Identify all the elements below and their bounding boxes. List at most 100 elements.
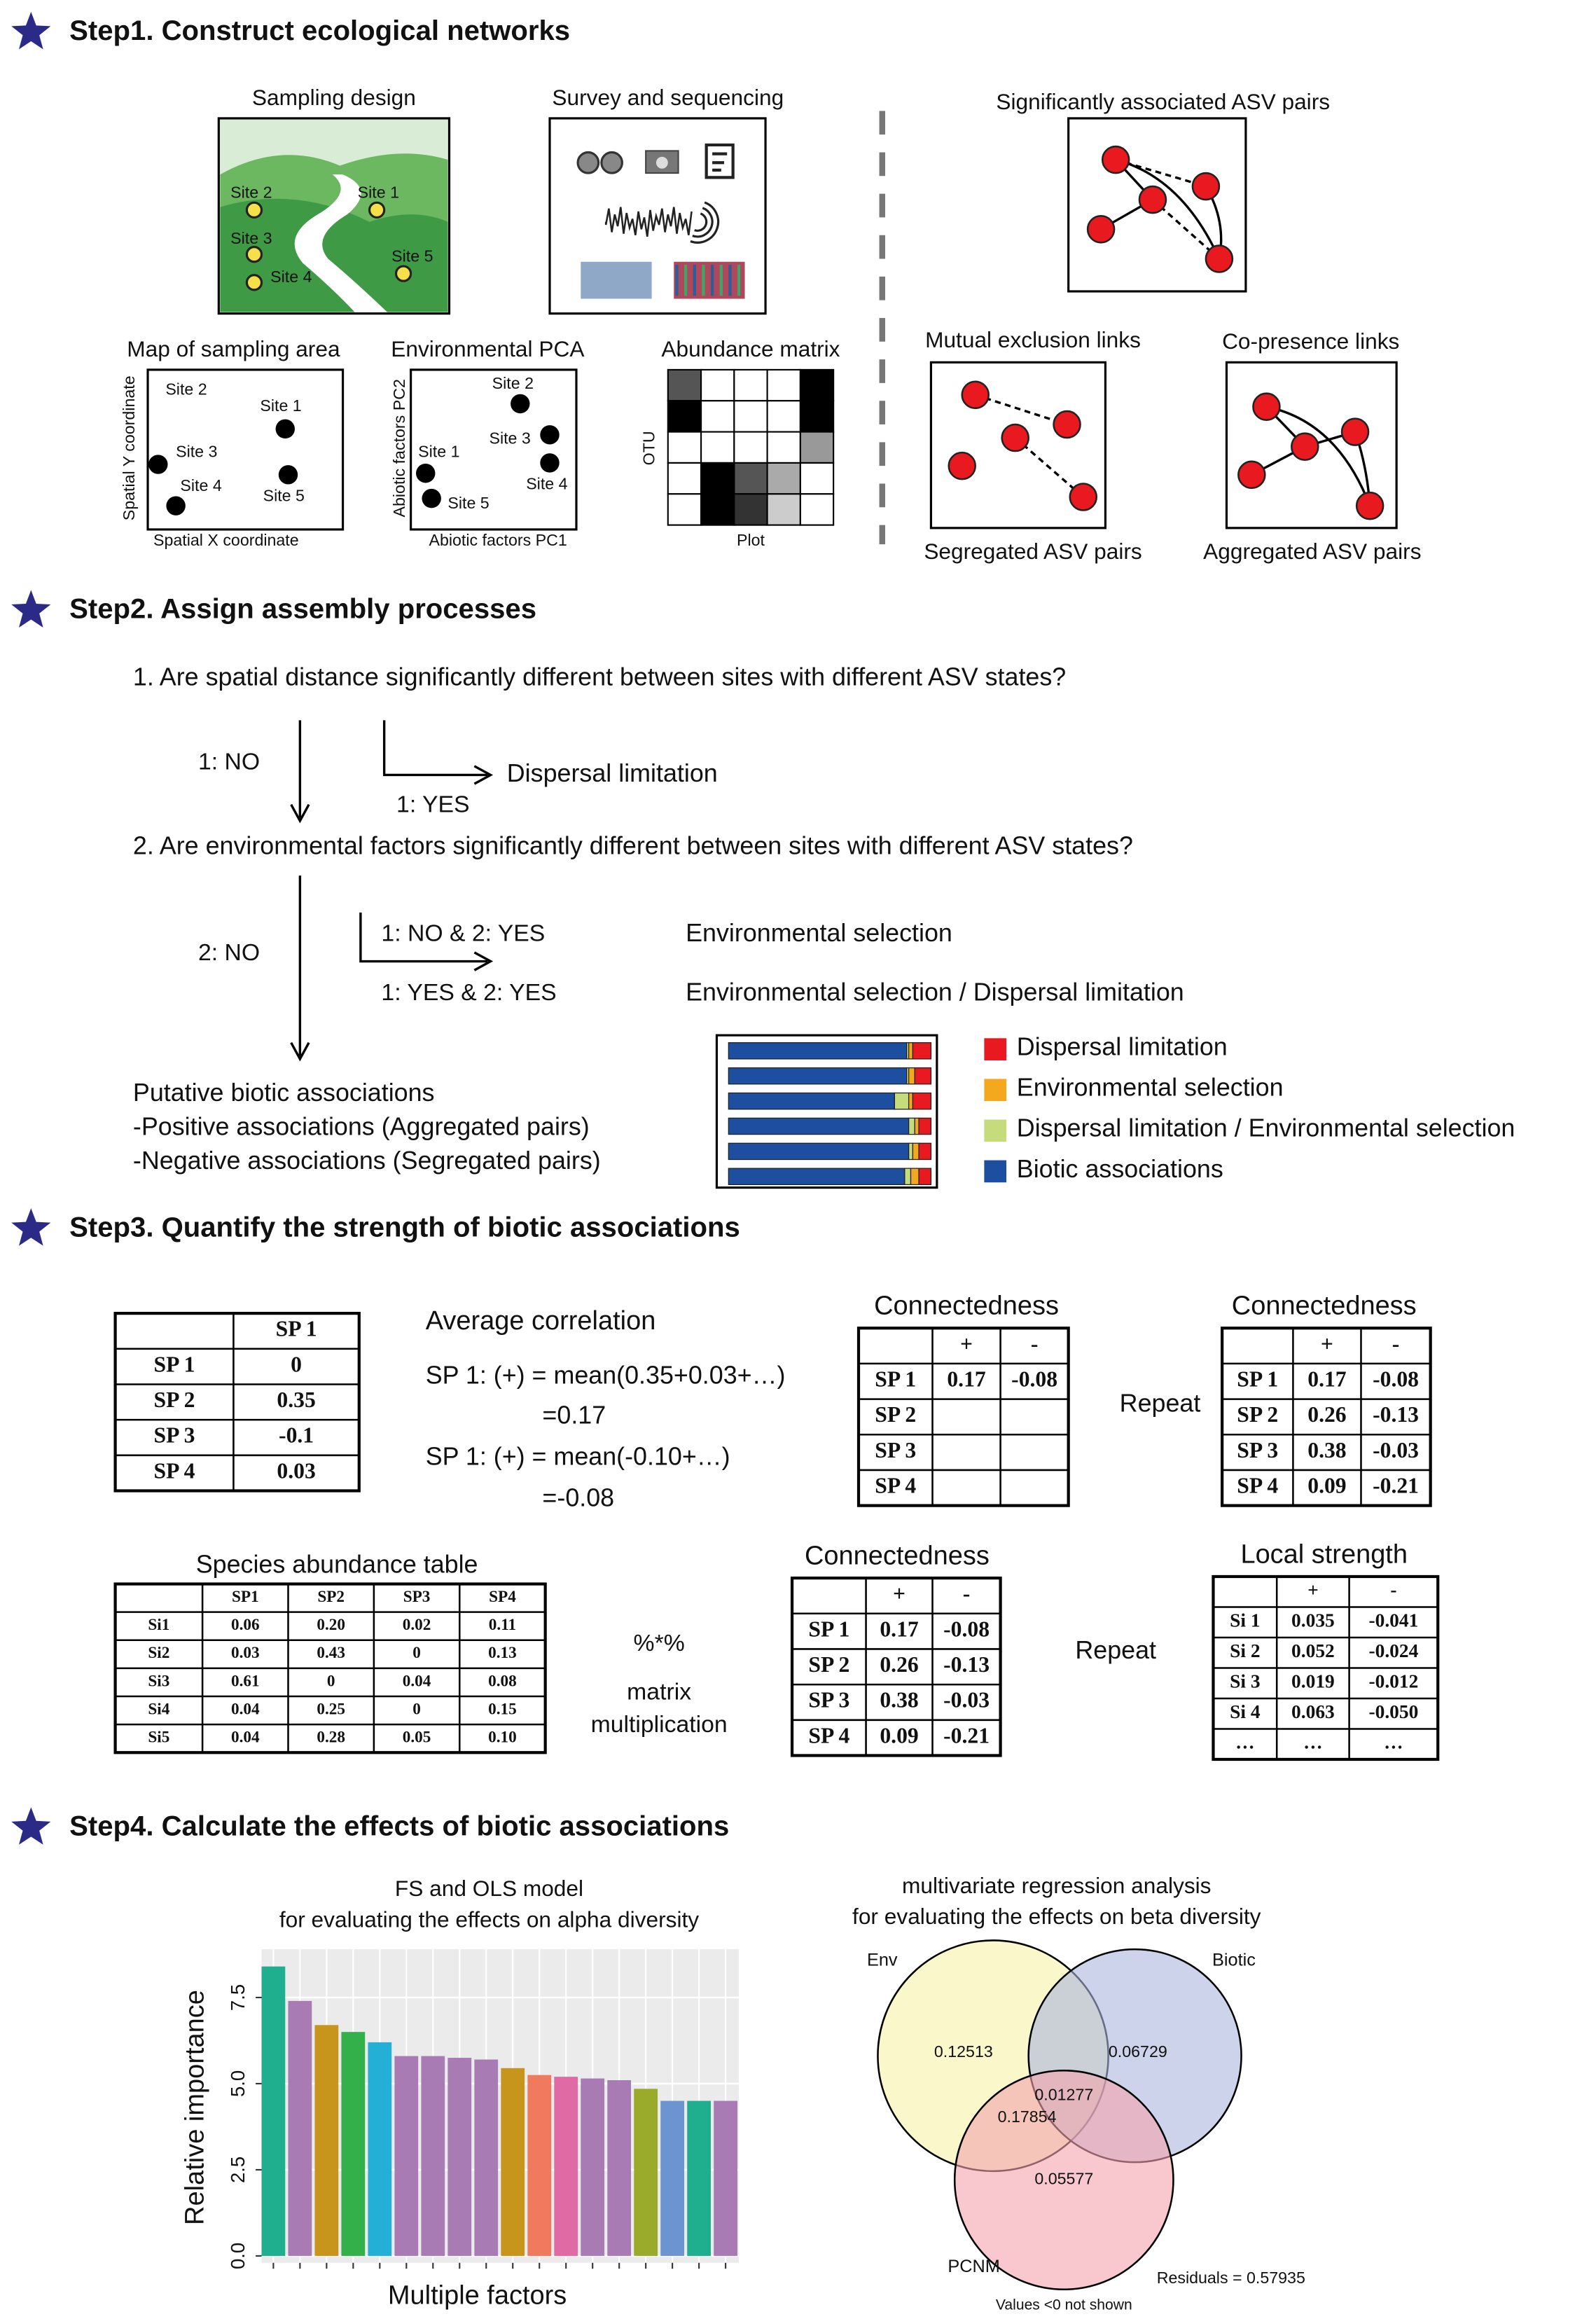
matrix-cell xyxy=(700,431,735,464)
table-cell: 0.26 xyxy=(1307,1402,1346,1427)
stacked-segment xyxy=(908,1042,914,1060)
panel-title: Co-presence links xyxy=(1222,328,1399,354)
site-label: Site 5 xyxy=(263,487,305,505)
table-header: + xyxy=(893,1581,905,1606)
asv-node xyxy=(1291,432,1319,461)
table-cell: SP 3 xyxy=(1237,1438,1278,1462)
table-cell: SP 3 xyxy=(808,1688,849,1712)
site-point xyxy=(148,455,168,474)
table-cell: 0 xyxy=(412,1700,421,1718)
stacked-segment xyxy=(904,1168,912,1186)
stacked-segment xyxy=(894,1092,910,1110)
asv-node xyxy=(1205,244,1234,273)
table-header: + xyxy=(960,1331,973,1356)
step-star xyxy=(11,11,51,50)
region-value: 0.06729 xyxy=(1109,2042,1167,2061)
panel-title: Aggregated ASV pairs xyxy=(1203,539,1421,564)
table-cell: 0.17 xyxy=(947,1366,986,1391)
matrix-cell xyxy=(667,493,702,526)
y-tick-label: 2.5 xyxy=(227,2157,249,2183)
site-point xyxy=(422,488,441,508)
panel-title: Species abundance table xyxy=(196,1551,478,1579)
stacked-segment xyxy=(910,1168,920,1186)
stacked-segment xyxy=(908,1117,915,1135)
putative-text: Putative biotic associations xyxy=(133,1079,435,1107)
residuals: Residuals = 0.57935 xyxy=(1157,2269,1305,2287)
table-cell: Si5 xyxy=(148,1729,169,1747)
table-cell: SP 1 xyxy=(875,1366,916,1391)
site-label: Site 1 xyxy=(260,396,301,415)
table-cell: … xyxy=(1235,1732,1254,1753)
site-label: Site 4 xyxy=(526,475,567,493)
stacked-segment xyxy=(914,1117,920,1135)
panel-title: Connectedness xyxy=(874,1292,1059,1321)
site-marker xyxy=(245,201,263,219)
axis-label: Relative importance xyxy=(181,1990,210,2225)
step-title: Step2. Assign assembly processes xyxy=(69,594,536,625)
stacked-segment xyxy=(918,1117,932,1135)
table-cell: 0.10 xyxy=(488,1729,517,1747)
stacked-segment xyxy=(728,1117,910,1135)
asv-node xyxy=(1138,185,1167,214)
table-cell: 0 xyxy=(291,1352,302,1376)
bar xyxy=(288,2000,312,2256)
table-cell: Si 3 xyxy=(1230,1671,1260,1692)
bar xyxy=(341,2032,366,2256)
table-frame xyxy=(1221,1327,1432,1507)
table-cell: … xyxy=(1303,1732,1322,1753)
site-marker xyxy=(245,274,263,291)
site-label: Site 3 xyxy=(489,429,530,447)
matrix-cell xyxy=(766,431,801,464)
stacked-segment xyxy=(918,1142,932,1161)
table-cell: Si4 xyxy=(148,1700,169,1718)
bar xyxy=(447,2058,472,2256)
asv-node xyxy=(1053,410,1081,439)
bar xyxy=(314,2025,339,2256)
table-cell: 0.38 xyxy=(880,1688,918,1712)
table-cell: 0.04 xyxy=(403,1672,431,1690)
table-header: - xyxy=(1392,1331,1400,1356)
matrix-cell xyxy=(700,368,735,402)
step-star xyxy=(11,590,51,628)
table-cell: 0.04 xyxy=(231,1729,260,1747)
table-cell: 0.25 xyxy=(317,1700,345,1718)
table-cell: 0.43 xyxy=(317,1644,345,1662)
table-header: - xyxy=(1390,1579,1396,1600)
matrix-cell xyxy=(667,462,702,495)
stacked-segment xyxy=(912,1042,932,1060)
branch-label: 1: YES & 2: YES xyxy=(381,979,556,1006)
table-cell: -0.1 xyxy=(279,1423,314,1448)
matrix-cell xyxy=(667,431,702,464)
site-label: Site 5 xyxy=(391,247,433,265)
panel-title: Connectedness xyxy=(805,1542,990,1571)
stacked-segment xyxy=(728,1092,896,1110)
table-cell: 0.02 xyxy=(403,1616,431,1634)
table-header: SP4 xyxy=(489,1588,516,1606)
branch-label: 1: NO & 2: YES xyxy=(381,920,545,946)
table-cell: 0.15 xyxy=(488,1700,517,1718)
bar xyxy=(261,1966,286,2256)
table-cell: 0.03 xyxy=(231,1644,260,1662)
table-cell: SP 2 xyxy=(808,1652,849,1677)
hill xyxy=(220,198,448,312)
link-dashed xyxy=(1014,436,1084,498)
table-cell: SP 4 xyxy=(875,1474,916,1498)
table-cell: 0.09 xyxy=(880,1723,918,1747)
site-label: Site 3 xyxy=(176,442,217,460)
legend-label: Environmental selection xyxy=(1017,1074,1284,1102)
table-cell: SP 2 xyxy=(154,1387,195,1412)
table-frame xyxy=(790,1576,1002,1757)
axis-label: Abiotic factors PC1 xyxy=(429,531,567,549)
matrix-cell xyxy=(700,493,735,526)
bar xyxy=(714,2100,737,2256)
panel-title: Local strength xyxy=(1240,1539,1408,1569)
region-value: 0.05577 xyxy=(1034,2170,1093,2188)
region-value: 0.17854 xyxy=(998,2107,1057,2126)
bar xyxy=(501,2068,525,2256)
stacked-segment xyxy=(918,1168,932,1186)
axis-label: Spatial Y coordinate xyxy=(120,375,138,520)
plot-panel xyxy=(261,1949,740,2263)
stacked-segment xyxy=(728,1142,910,1161)
asv-node xyxy=(1101,145,1130,174)
table-header: - xyxy=(1031,1331,1039,1356)
